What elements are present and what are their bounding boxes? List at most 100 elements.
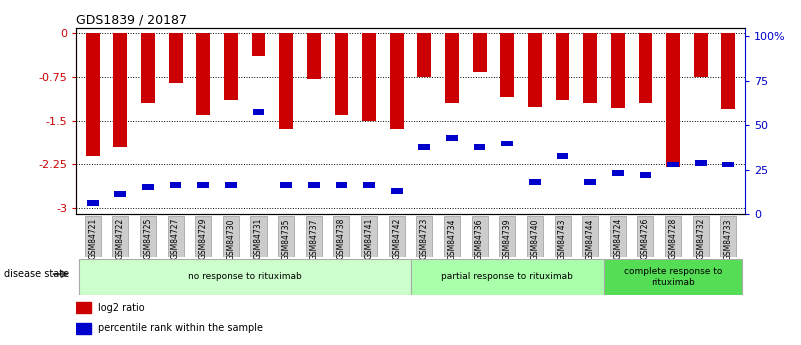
FancyBboxPatch shape bbox=[554, 216, 570, 257]
Bar bbox=[114, 33, 127, 147]
Bar bbox=[446, 135, 458, 141]
Text: GSM84740: GSM84740 bbox=[530, 218, 539, 259]
FancyBboxPatch shape bbox=[195, 216, 211, 257]
Text: GSM84739: GSM84739 bbox=[503, 218, 512, 259]
FancyBboxPatch shape bbox=[333, 216, 349, 257]
Bar bbox=[694, 160, 706, 166]
Bar bbox=[611, 33, 625, 108]
Text: disease state: disease state bbox=[4, 269, 69, 279]
Bar bbox=[87, 200, 99, 206]
Bar bbox=[556, 33, 570, 100]
FancyBboxPatch shape bbox=[112, 216, 128, 257]
Bar bbox=[169, 33, 183, 83]
Text: percentile rank within the sample: percentile rank within the sample bbox=[98, 323, 263, 333]
Text: GSM84730: GSM84730 bbox=[227, 218, 235, 259]
Text: GSM84727: GSM84727 bbox=[171, 218, 180, 259]
FancyBboxPatch shape bbox=[410, 259, 604, 295]
Bar bbox=[666, 33, 680, 167]
Bar bbox=[639, 172, 651, 178]
FancyBboxPatch shape bbox=[610, 216, 626, 257]
Text: complete response to
rituximab: complete response to rituximab bbox=[624, 267, 723, 287]
Bar bbox=[473, 144, 485, 150]
Bar bbox=[142, 184, 154, 190]
Text: GSM84724: GSM84724 bbox=[614, 218, 622, 259]
Text: GSM84726: GSM84726 bbox=[641, 218, 650, 259]
Bar bbox=[363, 183, 375, 188]
FancyBboxPatch shape bbox=[388, 216, 405, 257]
Bar bbox=[583, 33, 597, 103]
Bar bbox=[170, 183, 182, 188]
Text: GSM84722: GSM84722 bbox=[116, 218, 125, 259]
Text: GDS1839 / 20187: GDS1839 / 20187 bbox=[76, 13, 187, 27]
Bar bbox=[252, 33, 265, 56]
Bar bbox=[225, 183, 237, 188]
Text: no response to rituximab: no response to rituximab bbox=[187, 272, 301, 282]
Text: GSM84741: GSM84741 bbox=[364, 218, 373, 259]
Bar bbox=[115, 191, 127, 197]
Text: GSM84736: GSM84736 bbox=[475, 218, 484, 259]
Bar bbox=[557, 153, 569, 159]
Bar bbox=[418, 144, 430, 150]
Text: GSM84731: GSM84731 bbox=[254, 218, 263, 259]
Bar bbox=[308, 183, 320, 188]
Bar bbox=[473, 33, 486, 72]
Bar bbox=[528, 33, 541, 107]
Bar bbox=[224, 33, 238, 100]
Bar bbox=[252, 109, 264, 115]
FancyBboxPatch shape bbox=[251, 216, 267, 257]
Text: GSM84729: GSM84729 bbox=[199, 218, 207, 259]
Text: GSM84744: GSM84744 bbox=[586, 218, 594, 259]
FancyBboxPatch shape bbox=[78, 259, 410, 295]
Text: GSM84733: GSM84733 bbox=[724, 218, 733, 259]
FancyBboxPatch shape bbox=[499, 216, 515, 257]
Text: GSM84743: GSM84743 bbox=[558, 218, 567, 259]
Bar bbox=[501, 140, 513, 146]
Text: GSM84725: GSM84725 bbox=[143, 218, 152, 259]
Bar bbox=[336, 183, 348, 188]
Bar bbox=[390, 33, 404, 129]
Bar bbox=[391, 188, 403, 194]
FancyBboxPatch shape bbox=[417, 216, 433, 257]
FancyBboxPatch shape bbox=[223, 216, 239, 257]
FancyBboxPatch shape bbox=[604, 259, 743, 295]
FancyBboxPatch shape bbox=[582, 216, 598, 257]
Bar bbox=[667, 161, 679, 167]
FancyBboxPatch shape bbox=[140, 216, 156, 257]
FancyBboxPatch shape bbox=[167, 216, 183, 257]
Text: GSM84723: GSM84723 bbox=[420, 218, 429, 259]
Bar bbox=[280, 33, 293, 129]
Text: GSM84721: GSM84721 bbox=[88, 218, 97, 259]
FancyBboxPatch shape bbox=[693, 216, 709, 257]
Bar bbox=[197, 183, 209, 188]
FancyBboxPatch shape bbox=[278, 216, 294, 257]
Bar bbox=[584, 179, 596, 185]
Bar bbox=[335, 33, 348, 115]
FancyBboxPatch shape bbox=[361, 216, 377, 257]
FancyBboxPatch shape bbox=[665, 216, 681, 257]
Bar bbox=[445, 33, 459, 103]
FancyBboxPatch shape bbox=[306, 216, 322, 257]
Text: GSM84737: GSM84737 bbox=[309, 218, 318, 259]
FancyBboxPatch shape bbox=[638, 216, 654, 257]
Bar bbox=[362, 33, 376, 121]
FancyBboxPatch shape bbox=[444, 216, 460, 257]
Bar bbox=[501, 33, 514, 98]
Bar bbox=[307, 33, 320, 79]
Text: GSM84742: GSM84742 bbox=[392, 218, 401, 259]
Text: GSM84734: GSM84734 bbox=[448, 218, 457, 259]
FancyBboxPatch shape bbox=[472, 216, 488, 257]
Bar bbox=[722, 33, 735, 109]
Bar bbox=[76, 302, 91, 313]
FancyBboxPatch shape bbox=[720, 216, 736, 257]
Bar bbox=[723, 161, 735, 167]
Bar bbox=[86, 33, 99, 156]
Bar bbox=[196, 33, 210, 115]
Bar bbox=[638, 33, 652, 103]
Text: GSM84728: GSM84728 bbox=[669, 218, 678, 259]
Bar bbox=[280, 183, 292, 188]
Bar bbox=[76, 323, 91, 334]
Text: GSM84735: GSM84735 bbox=[282, 218, 291, 259]
Bar bbox=[141, 33, 155, 103]
Text: GSM84738: GSM84738 bbox=[337, 218, 346, 259]
Bar bbox=[612, 170, 624, 176]
